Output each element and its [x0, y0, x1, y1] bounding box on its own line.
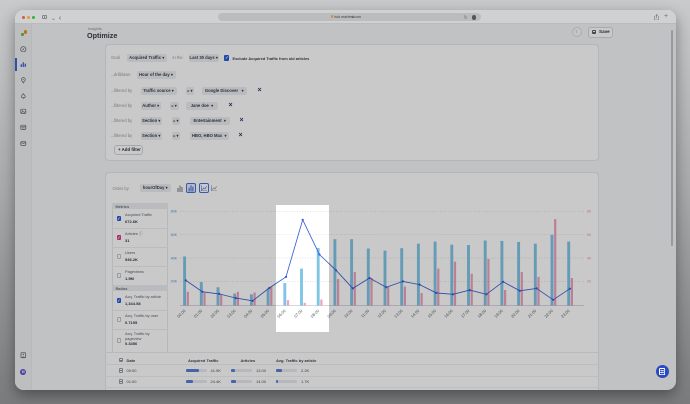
svg-text:11:00: 11:00 — [360, 308, 371, 319]
svg-text:20:00: 20:00 — [510, 308, 521, 319]
svg-text:09:00: 09:00 — [326, 308, 337, 319]
svg-text:16:00: 16:00 — [443, 308, 454, 319]
svg-text:21:00: 21:00 — [527, 308, 538, 319]
svg-text:12:00: 12:00 — [376, 308, 387, 319]
svg-text:06:00: 06:00 — [276, 308, 287, 319]
svg-text:08:00: 08:00 — [309, 308, 320, 319]
svg-text:07:00: 07:00 — [293, 308, 304, 319]
svg-text:40K: 40K — [171, 256, 178, 260]
svg-text:10:00: 10:00 — [343, 308, 354, 319]
svg-text:60: 60 — [587, 233, 591, 237]
svg-text:14:00: 14:00 — [410, 308, 421, 319]
svg-text:03:00: 03:00 — [226, 308, 237, 319]
svg-text:00:00: 00:00 — [176, 308, 187, 319]
svg-text:19:00: 19:00 — [493, 308, 504, 319]
svg-text:20K: 20K — [171, 280, 178, 284]
svg-text:01:00: 01:00 — [193, 308, 204, 319]
svg-text:02:00: 02:00 — [209, 308, 220, 319]
svg-text:40: 40 — [587, 256, 591, 260]
svg-text:80: 80 — [587, 210, 591, 214]
svg-text:13:00: 13:00 — [393, 308, 404, 319]
svg-text:22:00: 22:00 — [543, 308, 554, 319]
svg-text:18:00: 18:00 — [476, 308, 487, 319]
svg-text:23:00: 23:00 — [560, 308, 571, 319]
svg-text:17:00: 17:00 — [460, 308, 471, 319]
svg-text:04:00: 04:00 — [243, 308, 254, 319]
svg-text:80K: 80K — [171, 210, 178, 214]
svg-text:15:00: 15:00 — [426, 308, 437, 319]
svg-text:20: 20 — [587, 280, 591, 284]
svg-text:60K: 60K — [171, 233, 178, 237]
svg-text:05:00: 05:00 — [259, 308, 270, 319]
